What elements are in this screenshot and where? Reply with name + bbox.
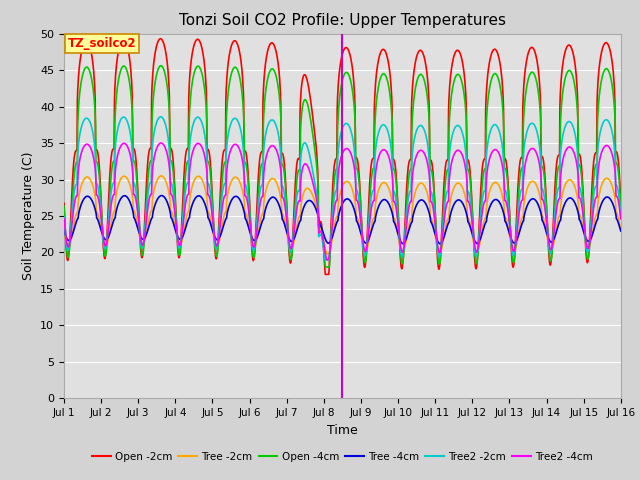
X-axis label: Time: Time — [327, 424, 358, 437]
Legend: Open -2cm, Tree -2cm, Open -4cm, Tree -4cm, Tree2 -2cm, Tree2 -4cm: Open -2cm, Tree -2cm, Open -4cm, Tree -4… — [88, 448, 597, 466]
Y-axis label: Soil Temperature (C): Soil Temperature (C) — [22, 152, 35, 280]
Text: TZ_soilco2: TZ_soilco2 — [68, 37, 136, 50]
Title: Tonzi Soil CO2 Profile: Upper Temperatures: Tonzi Soil CO2 Profile: Upper Temperatur… — [179, 13, 506, 28]
